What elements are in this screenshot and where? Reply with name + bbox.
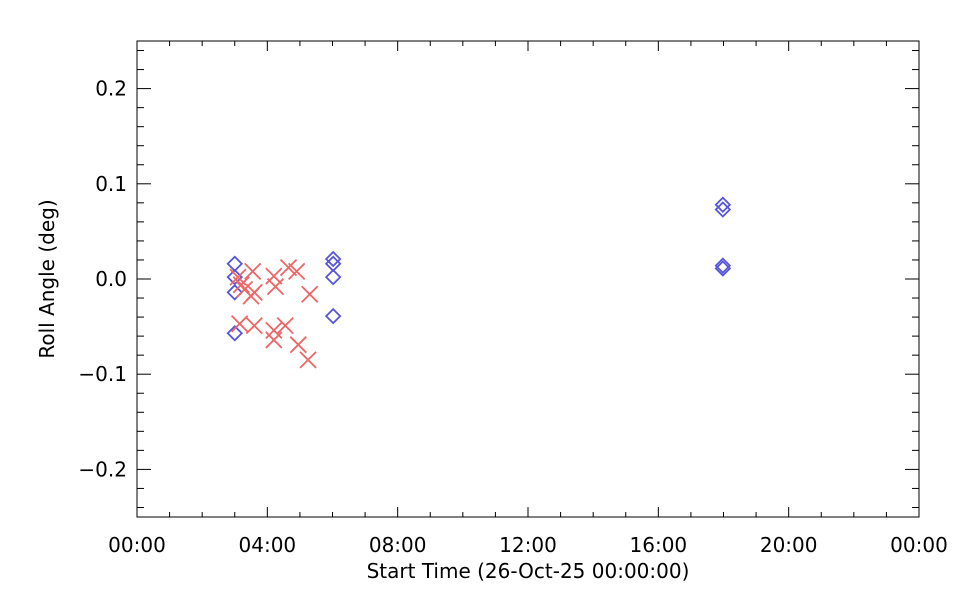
x-point <box>299 351 317 369</box>
x-point <box>301 285 319 303</box>
x-tick-label: 00:00 <box>890 533 948 557</box>
y-axis-title: Roll Angle (deg) <box>35 199 59 358</box>
y-tick-label: 0.0 <box>95 267 127 291</box>
y-tick-label: −0.2 <box>78 457 127 481</box>
tick-labels: 00:00 04:00 08:00 12:00 16:00 20:00 00:00 −0.2 −… <box>78 77 947 557</box>
y-tick-label: −0.1 <box>78 362 127 386</box>
data-points <box>226 196 732 369</box>
diamond-point <box>226 255 244 273</box>
diamond-point <box>226 324 244 342</box>
x-tick-label: 00:00 <box>108 533 166 557</box>
x-point <box>266 277 285 296</box>
plot-frame <box>136 40 920 518</box>
x-point <box>265 331 283 349</box>
x-tick-label: 12:00 <box>499 533 557 557</box>
x-point <box>265 267 283 285</box>
y-tick-label: 0.1 <box>95 172 127 196</box>
diamond-point <box>714 201 732 218</box>
diamond-point <box>324 255 342 273</box>
x-point <box>244 262 262 281</box>
x-axis-title: Start Time (26-Oct-25 00:00:00) <box>367 559 690 583</box>
x-tick-label: 08:00 <box>369 533 427 557</box>
y-tick-label: 0.2 <box>95 77 127 101</box>
x-point <box>245 283 263 301</box>
diamond-point <box>714 260 732 277</box>
diamond-point <box>324 268 342 286</box>
x-point <box>231 315 249 333</box>
diamond-point <box>324 250 342 268</box>
x-point <box>232 276 250 294</box>
x-point <box>276 317 294 335</box>
x-tick-label: 20:00 <box>760 533 818 557</box>
x-point <box>289 336 307 354</box>
axis-ticks <box>136 41 920 517</box>
diamond-point <box>714 257 732 274</box>
diamond-point <box>324 307 342 325</box>
diamond-point <box>714 196 732 214</box>
x-tick-label: 04:00 <box>239 533 297 557</box>
x-point <box>279 258 298 277</box>
diamond-point <box>226 284 244 301</box>
x-tick-label: 16:00 <box>630 533 688 557</box>
x-point <box>245 317 263 335</box>
x-point <box>288 262 306 281</box>
